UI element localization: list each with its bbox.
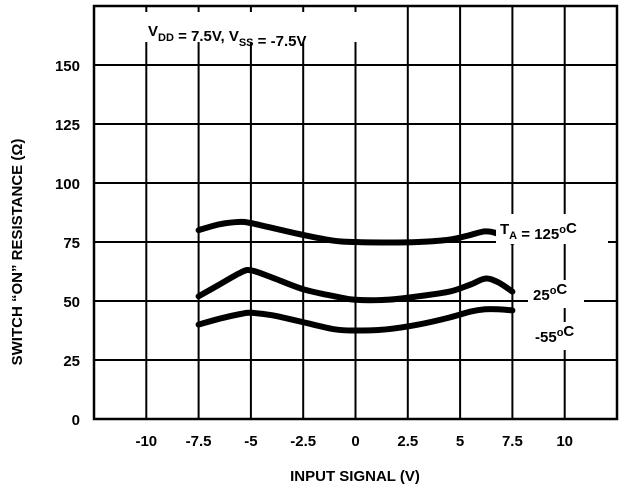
plot-frame [92, 4, 619, 421]
supply-voltage-text: VDD = 7.5V, VSS = -7.5V [148, 23, 306, 50]
x-tick-label: -7.5 [186, 433, 212, 450]
supply-voltage-annotation: VDD = 7.5V, VSS = -7.5V [136, 12, 362, 50]
x-tick-label: 10 [556, 433, 573, 450]
y-tick-label: 50 [63, 294, 80, 311]
y-tick-label: 125 [55, 117, 80, 134]
y-tick-labels: 0 25 50 75 100 125 150 [55, 58, 80, 429]
series-label-minus55c-background [530, 322, 594, 350]
y-tick-label: 100 [55, 176, 80, 193]
x-tick-label: -5 [244, 433, 257, 450]
x-tick-label: -10 [135, 433, 157, 450]
y-tick-label: 150 [55, 58, 80, 75]
annotation-background [136, 12, 362, 42]
y-tick-label: 75 [63, 235, 80, 252]
x-tick-label: -2.5 [290, 433, 316, 450]
x-axis-title: INPUT SIGNAL (V) [290, 468, 420, 485]
x-tick-labels: -10 -7.5 -5 -2.5 0 2.5 5 7.5 10 [135, 433, 573, 450]
series-labels: TA = 125oC 25oC -55oC [496, 214, 608, 350]
y-tick-label: 0 [72, 412, 80, 429]
series-label-25c: 25oC [533, 281, 567, 304]
curve-25c [195, 267, 516, 304]
series-label-125c-background [496, 214, 608, 244]
curve-125c [195, 218, 516, 246]
x-tick-label: 7.5 [502, 433, 523, 450]
y-tick-label: 25 [63, 353, 80, 370]
y-axis-title: SWITCH “ON” RESISTANCE (Ω) [9, 139, 26, 366]
x-tick-label: 0 [351, 433, 359, 450]
x-tick-label: 5 [456, 433, 464, 450]
curve-minus55c [195, 306, 516, 334]
curves [195, 218, 516, 334]
grid-lines [94, 6, 617, 419]
x-tick-label: 2.5 [397, 433, 418, 450]
series-label-125c: TA = 125oC [500, 220, 577, 243]
series-label-minus55c: -55oC [535, 323, 574, 346]
series-label-25c-background [528, 280, 584, 308]
